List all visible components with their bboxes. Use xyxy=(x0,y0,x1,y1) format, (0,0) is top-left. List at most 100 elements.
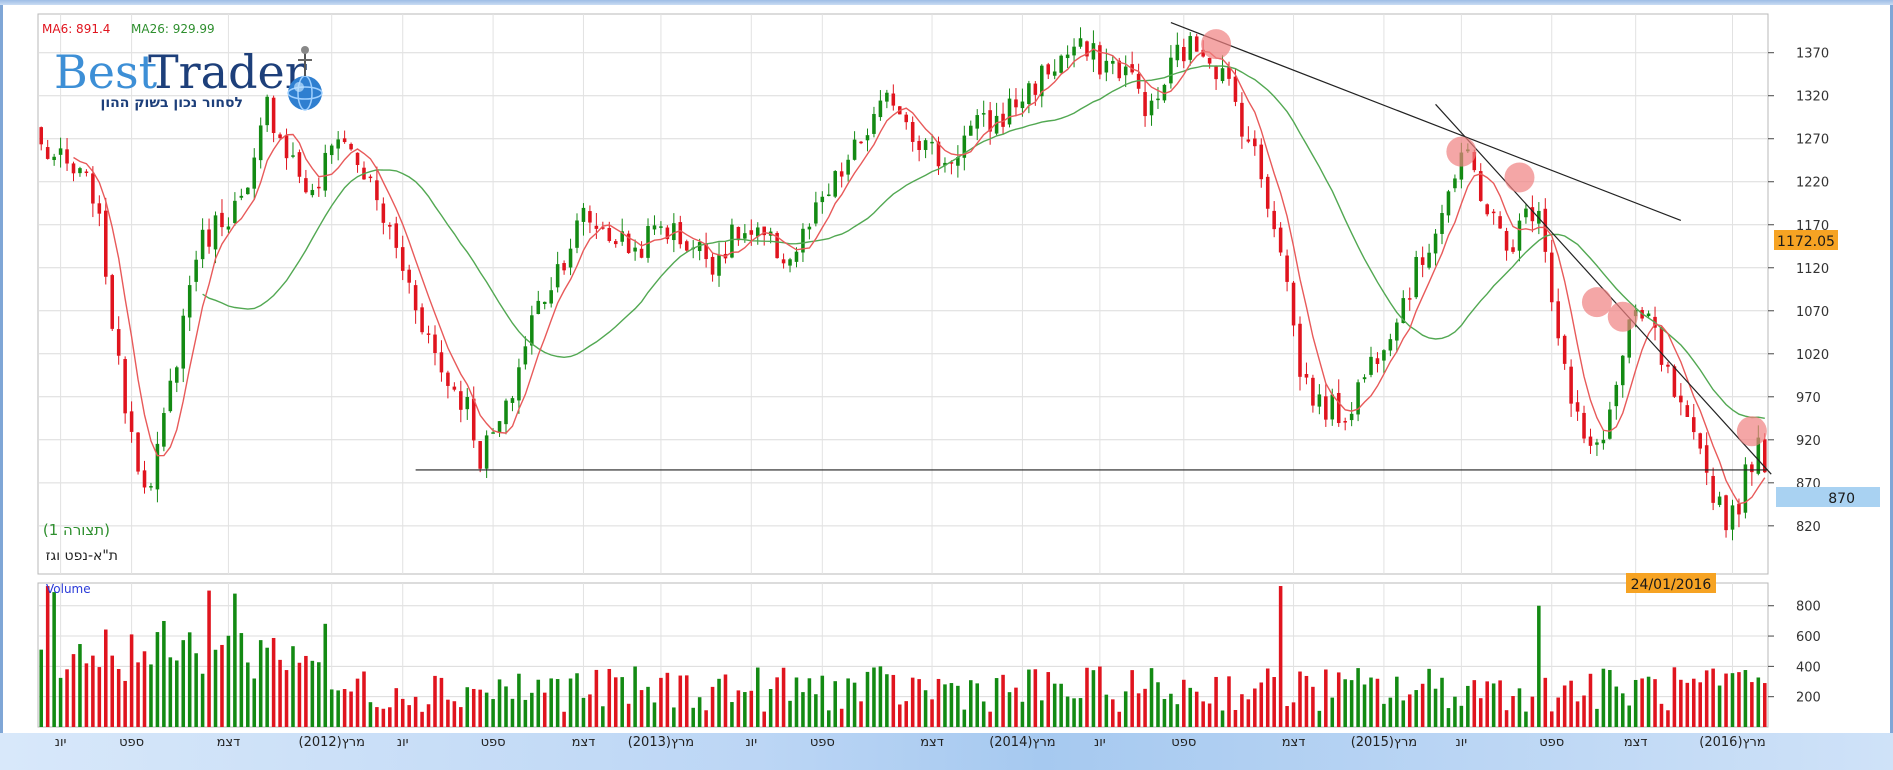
volume-bar xyxy=(988,711,992,727)
candle-body xyxy=(917,140,921,150)
candle-body xyxy=(1685,405,1690,417)
volume-bar xyxy=(1201,701,1205,727)
volume-bar xyxy=(175,660,179,727)
candle xyxy=(839,162,844,188)
candle xyxy=(1395,318,1399,353)
candle xyxy=(646,218,650,263)
volume-bar xyxy=(1388,697,1393,727)
candle xyxy=(1040,64,1044,108)
candle xyxy=(1446,189,1451,223)
candle-body xyxy=(820,196,825,203)
candle xyxy=(439,340,444,382)
candle-body xyxy=(459,391,463,410)
candle xyxy=(504,398,508,435)
candle-body xyxy=(1756,437,1761,474)
volume-bar xyxy=(1478,698,1483,727)
candle-body xyxy=(465,396,470,410)
candle xyxy=(58,137,63,168)
candle-body xyxy=(239,195,244,198)
candle xyxy=(1304,362,1309,385)
volume-bar xyxy=(1679,679,1683,727)
candle xyxy=(394,216,399,259)
volume-bar xyxy=(233,593,237,727)
candle-body xyxy=(1111,60,1115,64)
candle-body xyxy=(388,225,392,227)
candle-body xyxy=(1627,319,1631,358)
volume-bar xyxy=(930,699,934,727)
candle xyxy=(1556,288,1560,346)
logo-tagline: לסחור נכון בשוק ההון xyxy=(101,95,243,111)
candle-body xyxy=(633,247,637,252)
volume-bar xyxy=(1401,700,1406,727)
candle xyxy=(1704,432,1709,486)
candle-body xyxy=(620,231,624,242)
candle-body xyxy=(1504,231,1509,251)
candle xyxy=(1582,405,1586,444)
candle-body xyxy=(1027,83,1031,105)
candle-body xyxy=(794,251,799,262)
current-level-tag: 870 xyxy=(1776,487,1880,507)
volume-bar xyxy=(969,680,973,727)
volume-bar xyxy=(1375,678,1380,727)
candle-body xyxy=(781,259,786,264)
candle-body xyxy=(555,264,560,288)
candle xyxy=(1672,364,1677,398)
candle xyxy=(1014,88,1018,117)
last-price-tag: 1172.05 xyxy=(1774,230,1838,250)
volume-bar xyxy=(1724,673,1728,727)
candle-body xyxy=(297,152,302,177)
candle-body xyxy=(336,139,340,149)
candle-body xyxy=(704,243,708,260)
candle xyxy=(1595,438,1599,456)
candle-body xyxy=(1427,252,1431,268)
volume-bar xyxy=(852,682,857,727)
candle xyxy=(433,325,437,366)
volume-bar xyxy=(704,710,708,727)
candle xyxy=(388,222,392,240)
volume-bar xyxy=(710,686,715,727)
volume-bar xyxy=(123,680,127,727)
svg-text:24/01/2016: 24/01/2016 xyxy=(1631,577,1712,593)
price-axis: 8208709209701020107011201170122012701320… xyxy=(1768,47,1829,535)
volume-bar xyxy=(523,699,528,727)
candle xyxy=(1098,41,1102,80)
time-tick-label: מרץ(2015) xyxy=(1351,735,1417,750)
candle-body xyxy=(446,372,450,386)
volume-bar xyxy=(646,686,650,727)
volume-bar xyxy=(104,629,108,727)
volume-bar xyxy=(923,690,928,727)
volume-bar xyxy=(975,683,980,727)
instrument-name: ת"א-נפט וגז xyxy=(46,548,118,564)
candle xyxy=(704,232,708,268)
volume-bar xyxy=(620,677,624,727)
volume-bar xyxy=(872,667,876,727)
candle-body xyxy=(1240,102,1244,137)
candle-body xyxy=(1020,101,1025,109)
candle-body xyxy=(1162,84,1167,101)
candle xyxy=(962,125,967,171)
candle-body xyxy=(162,413,166,447)
volume-bar xyxy=(775,677,779,727)
candle xyxy=(1517,213,1522,262)
candle xyxy=(1730,499,1735,541)
candle xyxy=(162,407,166,452)
candle xyxy=(78,166,82,177)
candle-body xyxy=(381,203,386,223)
candle xyxy=(1052,59,1057,80)
candle xyxy=(1343,417,1347,431)
candle xyxy=(568,238,573,276)
candle xyxy=(175,365,179,393)
candle xyxy=(1001,102,1005,135)
volume-bar xyxy=(45,586,50,727)
candle xyxy=(233,192,237,226)
window-top-border xyxy=(0,0,1893,5)
candle-body xyxy=(1730,505,1735,530)
candle-body xyxy=(400,247,405,271)
candle xyxy=(1511,239,1515,254)
candle xyxy=(1743,457,1748,519)
volume-bar xyxy=(768,689,773,727)
candle xyxy=(678,215,683,249)
volume-bar xyxy=(678,675,683,727)
volume-bar xyxy=(471,688,476,727)
